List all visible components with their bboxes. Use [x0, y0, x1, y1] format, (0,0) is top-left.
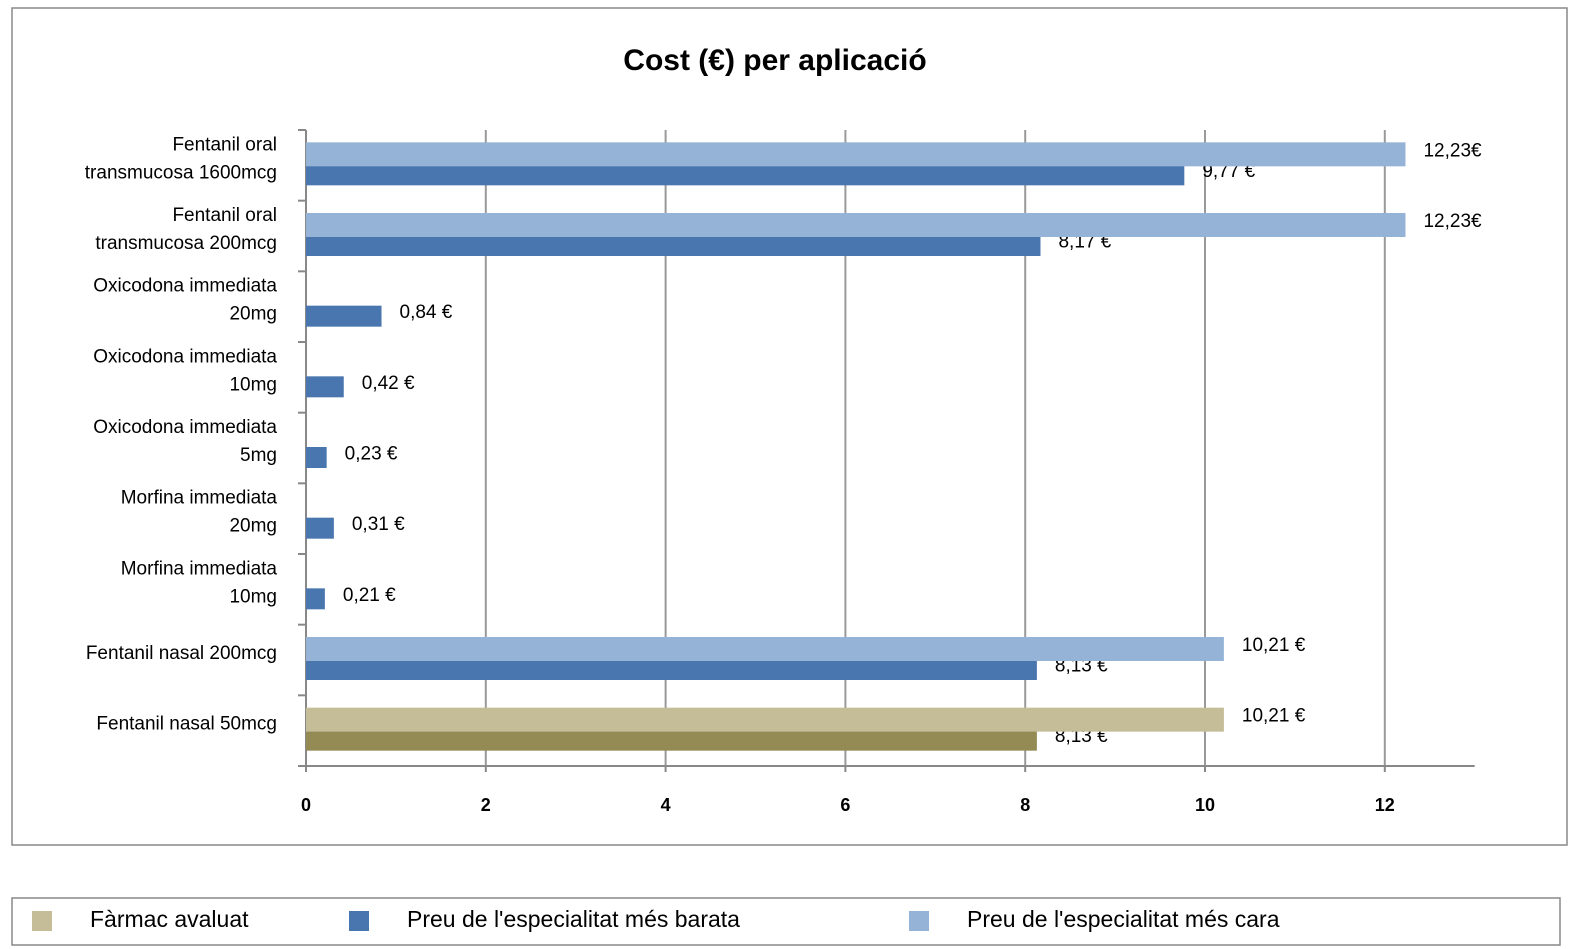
bar — [306, 305, 382, 327]
legend-label: Fàrmac avaluat — [90, 906, 249, 932]
x-tick-label: 2 — [481, 795, 491, 815]
y-tick-label: Fentanil oral transmucosa 200mcg — [95, 205, 277, 254]
x-tick-label: 4 — [661, 795, 671, 815]
y-tick-label: Fentanil nasal 200mcg — [86, 643, 277, 664]
bar — [306, 517, 334, 539]
legend-swatch — [909, 911, 929, 931]
value-label: 12,23€ — [1423, 140, 1482, 161]
y-tick-label: Oxicodona immediata 5mg — [93, 417, 277, 466]
bar — [306, 588, 325, 610]
legend-swatch — [32, 911, 52, 931]
legend-frame — [11, 897, 1561, 946]
x-tick-label: 6 — [840, 795, 850, 815]
legend-label: Preu de l'especialitat més barata — [407, 906, 740, 932]
chart-title: Cost (€) per aplicació — [623, 44, 926, 77]
bar — [306, 213, 1406, 237]
y-tick-label: Fentanil oral transmucosa 1600mcg — [85, 134, 277, 183]
bar — [306, 376, 344, 398]
x-tick-label: 8 — [1020, 795, 1030, 815]
bar — [306, 164, 1185, 186]
y-tick-label: Morfina immediata 10mg — [121, 558, 278, 607]
legend-swatch — [349, 911, 369, 931]
value-label: 12,23€ — [1423, 211, 1482, 232]
x-tick-label: 10 — [1195, 795, 1215, 815]
y-tick-label: Morfina immediata 20mg — [121, 488, 278, 537]
value-label: 0,42 € — [362, 373, 415, 394]
value-label: 0,21 € — [343, 585, 396, 606]
value-label: 0,31 € — [352, 514, 405, 535]
value-label: 0,23 € — [345, 444, 398, 465]
x-tick-label: 12 — [1375, 795, 1395, 815]
bar — [306, 729, 1037, 751]
value-label: 10,21 € — [1242, 706, 1306, 727]
value-label: 10,21 € — [1242, 635, 1306, 656]
bar — [306, 142, 1406, 167]
y-tick-label: Oxicodona immediata 10mg — [93, 346, 277, 395]
legend-label: Preu de l'especialitat més cara — [967, 906, 1280, 932]
y-tick-label: Oxicodona immediata 20mg — [93, 276, 277, 325]
y-tick-label: Fentanil nasal 50mcg — [96, 714, 277, 735]
value-label: 0,84 € — [400, 302, 453, 323]
bar — [306, 447, 327, 468]
x-tick-label: 0 — [301, 795, 311, 815]
bar — [306, 707, 1224, 732]
bar — [306, 637, 1224, 661]
bar — [306, 659, 1037, 680]
bar — [306, 235, 1041, 256]
